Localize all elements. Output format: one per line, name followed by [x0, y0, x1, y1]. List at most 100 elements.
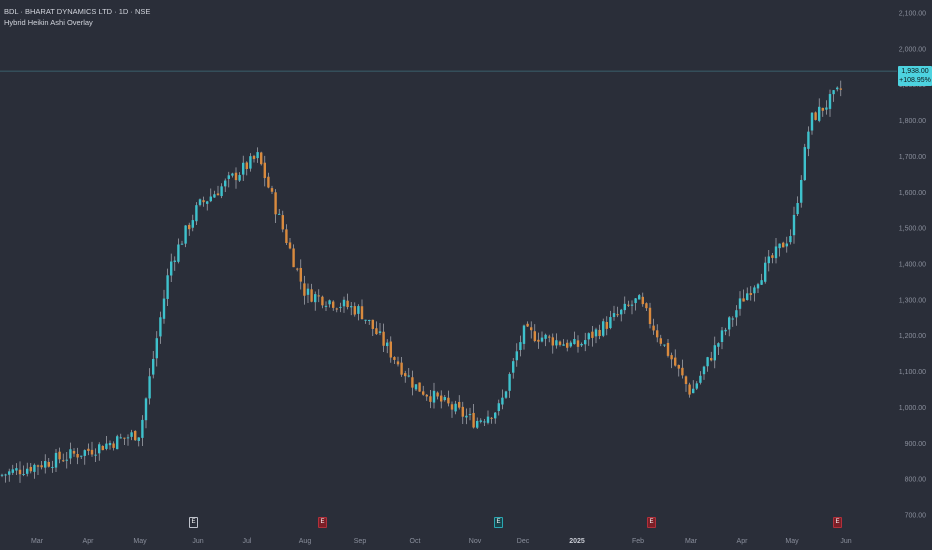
candle-body: [47, 462, 50, 467]
candle-body: [677, 364, 680, 369]
x-tick-label: 2025: [569, 538, 585, 545]
candle-body: [508, 374, 511, 391]
candle-body: [724, 329, 727, 332]
candle-body: [555, 340, 558, 346]
candle-body: [119, 437, 122, 439]
candle-body: [749, 293, 752, 295]
candle-body: [656, 330, 659, 338]
candle-body: [418, 382, 421, 392]
symbol-title[interactable]: BDL · BHARAT DYNAMICS LTD · 1D · NSE: [4, 7, 151, 16]
candle-body: [80, 455, 83, 457]
candle-body: [58, 451, 61, 460]
candle-body: [386, 342, 389, 347]
y-tick-label: 1,000.00: [899, 405, 926, 412]
candle-body: [760, 280, 763, 285]
earnings-event-icon[interactable]: E: [318, 517, 327, 528]
candle-body: [144, 398, 148, 421]
candle-body: [116, 436, 119, 450]
candle-body: [314, 294, 317, 303]
candle-body: [296, 268, 299, 270]
candle-body: [519, 342, 522, 351]
candle-body: [616, 314, 619, 316]
candle-body: [832, 90, 835, 95]
earnings-event-icon[interactable]: E: [647, 517, 656, 528]
y-tick-label: 2,000.00: [899, 46, 926, 53]
candle-body: [112, 443, 115, 448]
candle-body: [339, 306, 342, 308]
x-tick-label: May: [133, 538, 147, 545]
candle-body: [609, 317, 612, 329]
candle-body: [717, 343, 720, 347]
candle-body: [699, 375, 702, 383]
candle-body: [782, 242, 785, 248]
candle-body: [152, 358, 155, 375]
candle-body: [123, 437, 126, 439]
candle-body: [440, 395, 443, 402]
x-tick-label: Jun: [840, 538, 851, 545]
candle-body: [638, 295, 641, 300]
earnings-event-icon[interactable]: E: [189, 517, 198, 528]
candle-body: [584, 340, 587, 345]
candle-body: [530, 327, 533, 331]
candle-body: [767, 256, 770, 264]
candle-body: [558, 341, 562, 345]
candle-body: [40, 465, 43, 468]
candle-body: [342, 299, 346, 307]
candle-body: [364, 319, 367, 321]
candle-body: [18, 469, 22, 475]
candle-body: [389, 341, 392, 358]
candle-body: [69, 449, 72, 459]
indicator-title[interactable]: Hybrid Heikin Ashi Overlay: [4, 18, 93, 27]
candle-body: [393, 357, 396, 360]
candle-body: [598, 329, 601, 337]
candle-body: [256, 152, 259, 159]
candle-body: [648, 307, 652, 324]
last-price-badge: 1,938.00 +108.95%: [898, 66, 932, 86]
candle-body: [166, 275, 169, 299]
candle-body: [65, 459, 68, 461]
candle-body: [216, 193, 220, 196]
candle-body: [443, 397, 446, 401]
candle-body: [472, 412, 475, 428]
candle-body: [0, 474, 4, 476]
candle-body: [573, 339, 576, 345]
x-tick-label: Mar: [685, 538, 698, 545]
time-axis[interactable]: Mar Apr May Jun Jul Aug Sep Oct Nov Dec 2025 Feb Mar…: [31, 538, 852, 545]
candle-body: [8, 471, 11, 475]
candle-body: [162, 298, 166, 319]
candle-body: [310, 289, 313, 302]
candle-body: [209, 196, 212, 202]
earnings-event-icon[interactable]: E: [494, 517, 503, 528]
x-tick-label: Oct: [410, 538, 421, 545]
price-axis[interactable]: 2,100.002,000.001,900.001,800.001,700.00…: [899, 11, 926, 520]
candle-body: [98, 444, 101, 454]
earnings-event-icon[interactable]: E: [833, 517, 842, 528]
candle-body: [252, 155, 256, 159]
candle-body: [44, 461, 47, 468]
candle-body: [130, 432, 133, 437]
candle-body: [332, 301, 335, 308]
y-tick-label: 1,700.00: [899, 154, 926, 161]
candle-body: [623, 303, 626, 311]
candle-body: [792, 214, 796, 236]
candle-body: [551, 337, 554, 346]
candle-body: [242, 162, 245, 175]
candle-body: [213, 194, 216, 198]
candle-body: [72, 450, 76, 454]
candle-body: [155, 338, 158, 359]
candle-body: [249, 156, 252, 169]
candle-body: [814, 112, 817, 120]
candle-body: [533, 331, 536, 342]
candle-body: [321, 296, 324, 306]
candle-body: [465, 415, 468, 418]
candle-body: [231, 173, 234, 176]
candle-body: [645, 303, 648, 309]
candle-body: [184, 225, 187, 244]
candle-body: [220, 186, 223, 197]
candle-body: [450, 404, 454, 410]
x-tick-label: Jul: [243, 538, 252, 545]
candle-body: [429, 396, 432, 402]
candle-body: [274, 192, 277, 215]
y-tick-label: 900.00: [905, 441, 927, 448]
